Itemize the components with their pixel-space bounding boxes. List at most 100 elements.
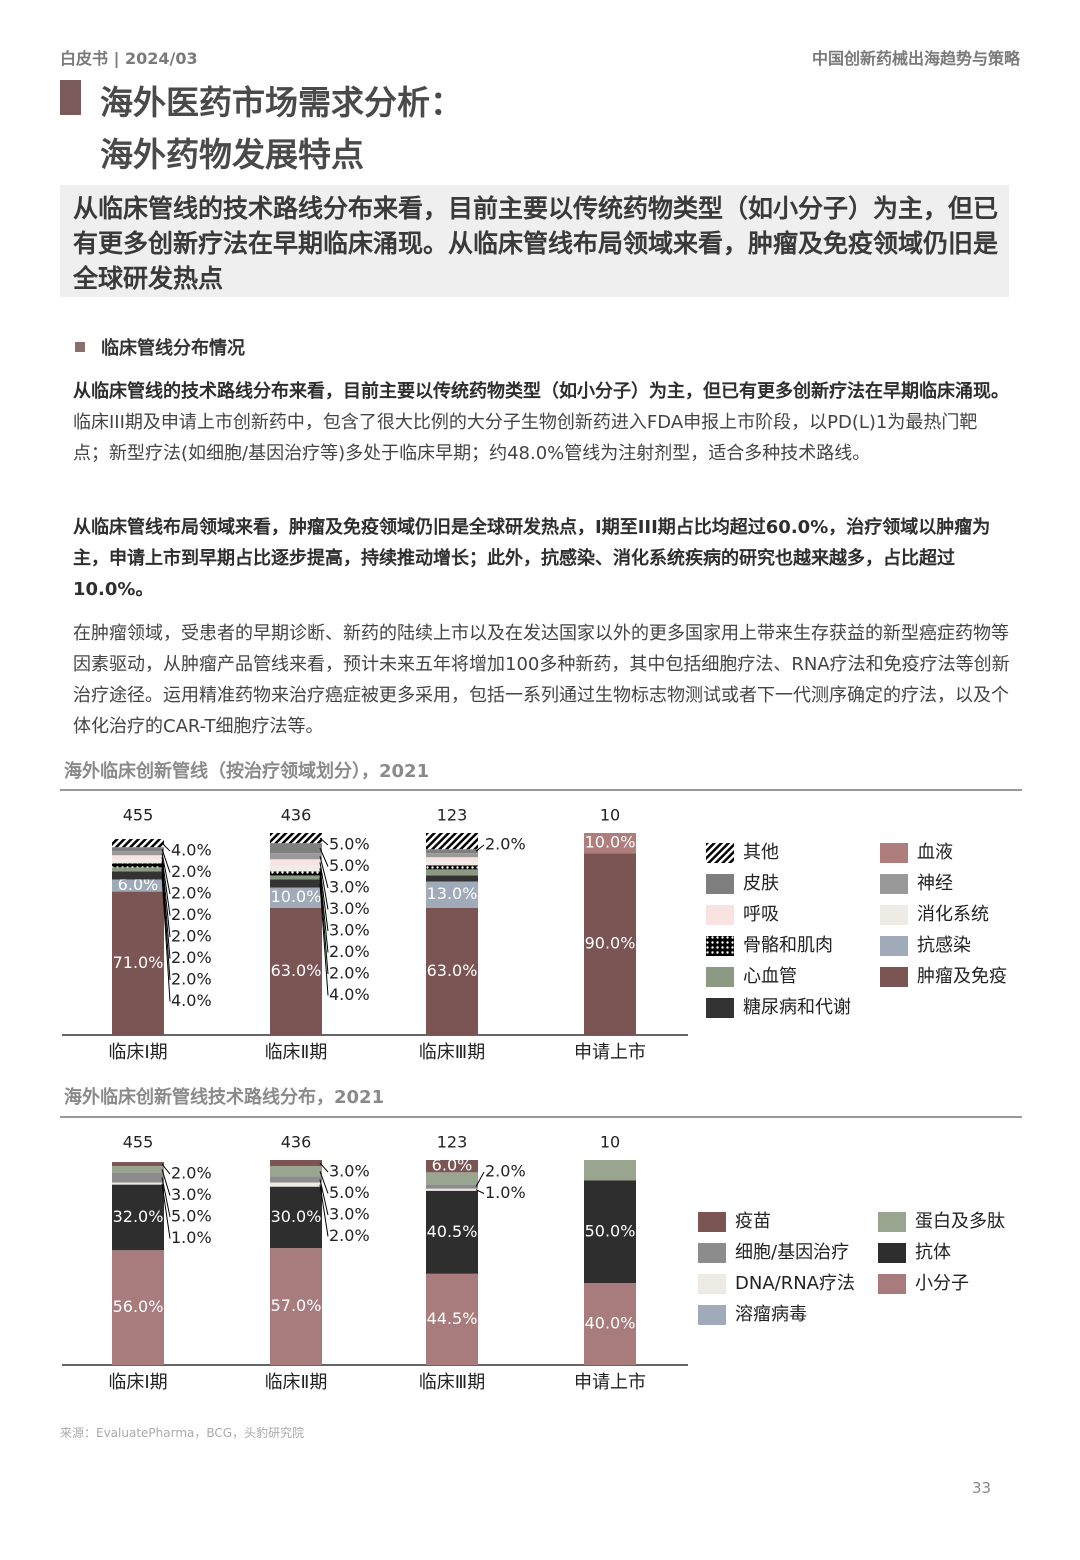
legend-label: 消化系统 xyxy=(917,904,989,925)
category-label: 申请上市 xyxy=(574,1042,646,1063)
data-label: 30.0% xyxy=(271,1207,322,1226)
data-label: 50.0% xyxy=(585,1221,636,1240)
bar-segment xyxy=(270,859,322,866)
bar-segment xyxy=(426,1184,478,1189)
data-label: 3.0% xyxy=(329,899,370,918)
bar-segment xyxy=(426,865,478,870)
total-label: 123 xyxy=(437,1133,468,1152)
total-label: 436 xyxy=(281,806,312,825)
bar-segment xyxy=(584,1180,636,1283)
bar-segment xyxy=(112,859,164,864)
page-number: 33 xyxy=(972,1479,992,1497)
bar-segment xyxy=(426,1160,478,1173)
legend-swatch xyxy=(880,843,908,863)
bar-segment xyxy=(270,843,322,854)
data-label: 32.0% xyxy=(113,1207,164,1226)
leader-line xyxy=(161,861,171,938)
data-label: 2.0% xyxy=(329,964,370,983)
bar-segment xyxy=(426,853,478,858)
legend-swatch xyxy=(706,967,734,987)
leader-line xyxy=(319,877,329,975)
category-label: 临床Ⅰ期 xyxy=(108,1042,167,1063)
title: 海外药物发展特点 xyxy=(100,135,364,174)
data-label: 2.0% xyxy=(171,1164,212,1183)
bar-segment xyxy=(426,1188,478,1191)
bar-segment xyxy=(426,833,478,850)
bar-segment xyxy=(426,1190,478,1274)
legend-label: 蛋白及多肽 xyxy=(915,1211,1005,1232)
chart-title: 海外临床创新管线技术路线分布，2021 xyxy=(64,1086,384,1108)
bar-segment xyxy=(112,1250,164,1365)
legend-label: 血液 xyxy=(917,842,953,863)
data-label: 3.0% xyxy=(171,1185,212,1204)
bar-segment xyxy=(112,891,164,1035)
legend-label: 肿瘤及免疫 xyxy=(917,966,1007,987)
leader-line xyxy=(319,868,329,932)
legend-swatch xyxy=(706,843,734,863)
paragraph: 在肿瘤领域，受患者的早期诊断、新药的陆续上市以及在发达国家以外的更多国家用上带来… xyxy=(73,618,1013,742)
legend-swatch xyxy=(880,967,908,987)
bar-segment xyxy=(112,1184,164,1251)
legend-swatch xyxy=(878,1243,906,1263)
leader-line xyxy=(475,844,485,852)
bar-segment xyxy=(426,1172,478,1185)
category-label: 临床Ⅱ期 xyxy=(265,1372,328,1393)
bar-segment xyxy=(270,833,322,844)
bar-segment xyxy=(112,847,164,852)
data-label: 10.0% xyxy=(585,833,636,852)
category-label: 申请上市 xyxy=(574,1372,646,1393)
bar-segment xyxy=(426,875,478,882)
leader-line xyxy=(161,1169,171,1196)
total-label: 455 xyxy=(123,1133,154,1152)
legend-label: 骨骼和肌肉 xyxy=(743,935,833,956)
data-label: 4.0% xyxy=(171,991,212,1010)
legend-label: 皮肤 xyxy=(743,873,779,894)
paragraph: 从临床管线的技术路线分布来看，目前主要以传统药物类型（如小分子）为主，但已有更多… xyxy=(73,376,1013,469)
bar-segment xyxy=(270,1248,322,1365)
data-label: 6.0% xyxy=(432,1156,473,1175)
bar-segment xyxy=(426,857,478,862)
data-label: 1.0% xyxy=(485,1183,526,1202)
bar-segment xyxy=(270,853,322,860)
bar-segment xyxy=(270,1186,322,1249)
chart-title: 海外临床创新管线（按治疗领域划分），2021 xyxy=(64,760,429,782)
category-label: 临床Ⅰ期 xyxy=(108,1372,167,1393)
bar-segment xyxy=(112,851,164,856)
legend-label: DNA/RNA疗法 xyxy=(735,1273,855,1294)
legend-label: 心血管 xyxy=(743,966,797,987)
total-label: 455 xyxy=(123,806,154,825)
data-label: 40.5% xyxy=(427,1222,478,1241)
data-label: 2.0% xyxy=(329,1226,370,1245)
bar-segment xyxy=(112,879,164,892)
bar-segment xyxy=(112,1166,164,1173)
bar-segment xyxy=(426,907,478,1035)
leader-line xyxy=(161,875,171,1002)
data-label: 71.0% xyxy=(113,953,164,972)
data-label: 10.0% xyxy=(271,887,322,906)
title-marker xyxy=(60,80,81,115)
leader-line xyxy=(161,1163,171,1175)
leader-line xyxy=(319,1184,329,1237)
bar-segment xyxy=(426,1273,478,1365)
leader-line xyxy=(475,1171,485,1187)
total-label: 10 xyxy=(600,806,620,825)
leader-line xyxy=(161,857,171,916)
data-label: 5.0% xyxy=(329,1183,370,1202)
data-label: 2.0% xyxy=(171,862,212,881)
data-label: 57.0% xyxy=(271,1296,322,1315)
leader-line xyxy=(319,1162,329,1173)
bar-segment xyxy=(426,849,478,854)
bar-segment xyxy=(112,871,164,880)
leader-line xyxy=(319,883,329,996)
legend-label: 疫苗 xyxy=(735,1211,771,1232)
total-label: 123 xyxy=(437,806,468,825)
data-label: 3.0% xyxy=(329,1205,370,1224)
source: 来源：EvaluatePharma，BCG，头豹研究院 xyxy=(60,1426,305,1440)
bar-segment xyxy=(270,907,322,1035)
data-label: 4.0% xyxy=(171,841,212,860)
legend-label: 小分子 xyxy=(915,1273,969,1294)
leader-line xyxy=(319,1171,329,1194)
data-label: 4.0% xyxy=(329,985,370,1004)
